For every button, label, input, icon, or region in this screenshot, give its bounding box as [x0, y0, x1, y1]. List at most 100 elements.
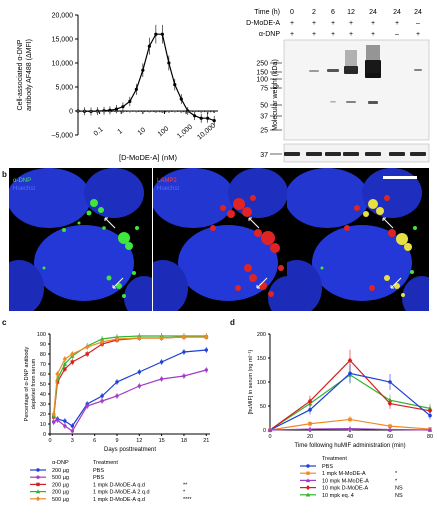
- x-axis-label: Time following huMIF administration (min…: [294, 443, 405, 449]
- data-point: [182, 350, 186, 354]
- x-tick-label: 1,000: [176, 123, 194, 140]
- humif-svg: 200 150 100 50 00 20 40 60 80 Time following huMI…: [248, 332, 433, 499]
- loading-band: [325, 152, 341, 156]
- dmodea-sign: +: [290, 20, 294, 27]
- data-point: [348, 371, 352, 376]
- loading-band: [284, 152, 300, 156]
- legend-label: 1 mpk D-MoDE-A 2 q.d: [93, 490, 150, 496]
- blot-smear: [345, 50, 357, 70]
- y-tick-label: 10: [40, 422, 46, 428]
- data-point: [62, 361, 68, 366]
- dmodea-sign: +: [312, 20, 316, 27]
- x-tick-label: 15: [159, 438, 165, 444]
- time-value: 0: [290, 9, 294, 16]
- y-tick-label: 60: [40, 372, 46, 378]
- control-point: [103, 110, 106, 113]
- data-point: [308, 421, 312, 426]
- micro-2-label-lamp2: LAMP2: [157, 178, 177, 184]
- mw-marker-label: 37: [260, 114, 268, 121]
- data-point: [160, 32, 164, 36]
- micro-1-label-hoechst: Hoechst: [13, 186, 36, 192]
- data-point: [427, 427, 433, 432]
- y-tick-label: 90: [40, 342, 46, 348]
- time-value: 6: [331, 9, 335, 16]
- data-point: [308, 408, 312, 412]
- legend-significance: *: [395, 478, 398, 484]
- legend-significance: *: [183, 490, 186, 496]
- blot-band: [365, 60, 381, 78]
- blot-band: [414, 69, 422, 71]
- series-line: [53, 369, 207, 432]
- data-point: [51, 411, 56, 417]
- legend-swatch-marker: [36, 475, 40, 479]
- blot-band: [327, 69, 339, 72]
- data-point: [204, 334, 209, 340]
- data-point: [159, 360, 164, 364]
- y-tick-label: 40: [40, 392, 46, 398]
- y-tick-label: 5,000: [55, 85, 73, 92]
- y-tick-label: 20: [40, 412, 46, 418]
- dose-response-svg: 20,000 15,000 10,000 5,000 0 –5,000 0.1 1 10 100 1…: [17, 13, 218, 162]
- time-value: 12: [347, 9, 355, 16]
- adnp-row-label: α-DNP: [259, 31, 280, 38]
- control-point: [135, 110, 138, 113]
- dmodea-sign: +: [331, 20, 335, 27]
- control-point: [200, 110, 203, 113]
- control-point: [193, 110, 196, 113]
- control-point: [173, 110, 176, 113]
- data-point: [179, 97, 183, 101]
- data-point: [63, 424, 67, 428]
- legend-swatch-marker: [306, 464, 310, 468]
- dmodea-sign: +: [349, 20, 353, 27]
- x-tick-label: 6: [93, 438, 96, 444]
- data-point: [70, 351, 75, 357]
- data-point: [173, 83, 177, 87]
- mw-marker-label: 25: [260, 128, 268, 135]
- control-point: [90, 110, 93, 113]
- blot-band: [330, 101, 336, 103]
- legend-swatch-marker: [36, 482, 40, 487]
- legend-label: 1 mpk M-MoDE-A: [322, 471, 366, 477]
- legend-dose: 200 µg: [52, 482, 69, 488]
- series-group: [51, 334, 209, 417]
- adnp-sign: +: [371, 31, 375, 38]
- data-point: [114, 336, 120, 342]
- data-point: [85, 404, 89, 408]
- control-point: [141, 110, 144, 113]
- y-tick-label: 15,000: [52, 37, 74, 44]
- dmodea-sign: –: [416, 20, 420, 27]
- control-point: [121, 110, 124, 113]
- control-point: [83, 110, 86, 112]
- legend-dose: 500 µg: [52, 475, 69, 481]
- legend-label: 1 mpk D-MoDE-A q.d: [93, 482, 145, 488]
- series-group: [267, 426, 433, 432]
- mw-marker-label: 50: [260, 103, 268, 110]
- dmodea-row-label: D-MoDE-A: [246, 20, 280, 27]
- y-tick-label: 50: [260, 404, 266, 410]
- data-point: [63, 419, 67, 423]
- legend-significance: ****: [183, 497, 192, 503]
- x-tick-label: 0.1: [93, 126, 105, 138]
- data-point: [137, 370, 142, 374]
- micrograph-lamp2-hoechst: LAMP2 Hoechst: [153, 168, 296, 311]
- dmodea-sign: +: [395, 20, 399, 27]
- adnp-sign: +: [349, 31, 353, 38]
- humif-chart: 200 150 100 50 0 0 20 40 60 80 Time following huMI…: [222, 320, 437, 517]
- y-tick-label: –5,000: [52, 133, 74, 140]
- legend-dose: 200 µg: [52, 468, 69, 474]
- series-line: [77, 33, 215, 122]
- data-point: [388, 380, 392, 384]
- data-point: [128, 99, 132, 103]
- x-tick-label: 12: [136, 438, 142, 444]
- micro-1-label-adnp: α-DNP: [13, 178, 32, 184]
- adnp-sign: +: [312, 31, 316, 38]
- legend-label: PBS: [93, 475, 104, 481]
- data-point: [85, 352, 89, 356]
- x-tick-label: 0: [48, 438, 51, 444]
- legend-significance: NS: [395, 486, 403, 492]
- loading-band: [410, 152, 426, 156]
- legend-header-treatment: Treatment: [93, 460, 118, 466]
- data-point: [427, 408, 433, 414]
- control-point: [206, 110, 209, 113]
- mw-marker-label: 150: [256, 70, 268, 77]
